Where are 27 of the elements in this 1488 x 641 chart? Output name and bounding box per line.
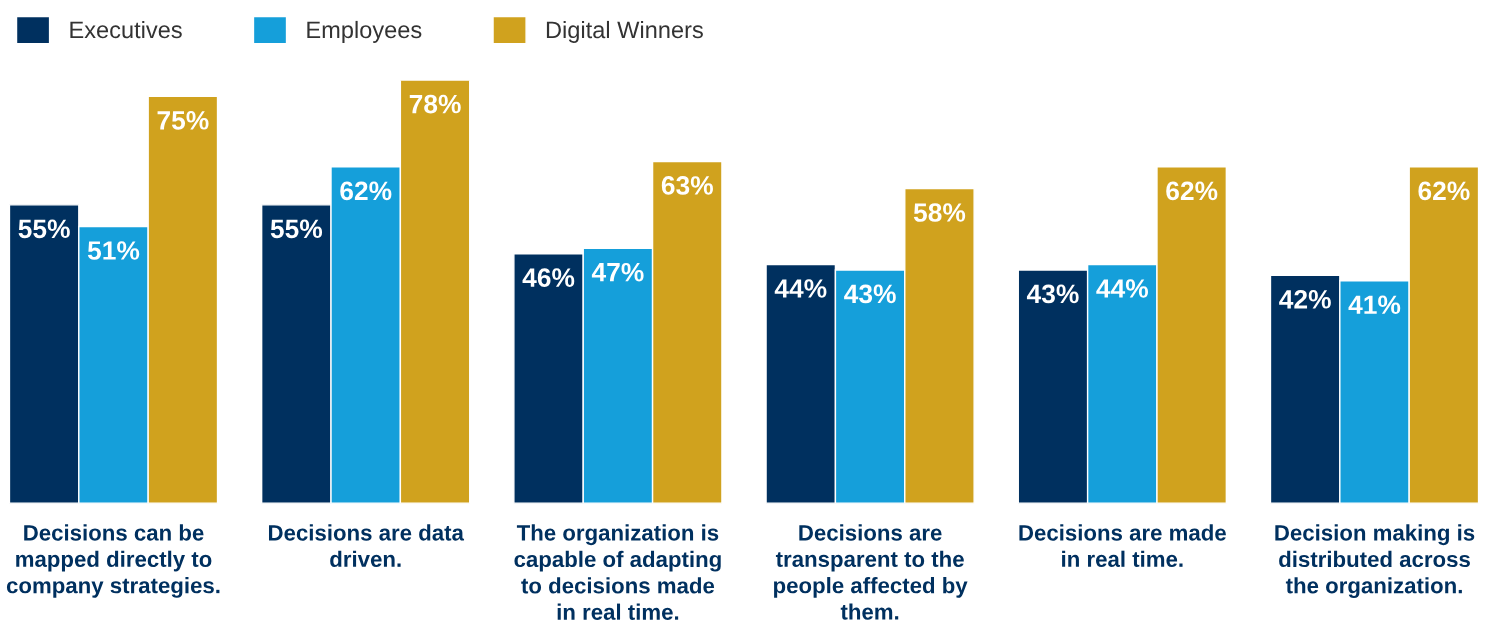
data-label: 78% bbox=[409, 94, 461, 114]
x-tick-label: Decisions are transparent to the people affected by them. bbox=[774, 524, 968, 620]
data-label: 44% bbox=[774, 279, 827, 298]
data-label: 51% bbox=[87, 241, 140, 260]
data-label: 44% bbox=[1096, 279, 1149, 298]
legend-label: Digital Winners bbox=[546, 20, 703, 43]
data-label: 47% bbox=[591, 262, 644, 282]
x-tick-label: Decisions can be mapped directly to company strategies. bbox=[6, 524, 220, 598]
x-tick-label: Decisions are made in real time. bbox=[1019, 524, 1226, 568]
data-label: 43% bbox=[1026, 284, 1079, 304]
legend-label: Employees bbox=[307, 20, 422, 43]
data-label: 75% bbox=[157, 111, 209, 130]
data-label: 62% bbox=[1418, 181, 1470, 201]
data-label: 58% bbox=[913, 203, 966, 222]
x-tick-label: Decision making is distributed across the organization. bbox=[1275, 524, 1475, 598]
x-tick-label: Decisions are data driven. bbox=[269, 524, 465, 568]
data-label: 62% bbox=[1166, 181, 1218, 201]
legend-label: Executives bbox=[70, 20, 182, 39]
data-label: 43% bbox=[844, 284, 896, 304]
data-label: 55% bbox=[18, 219, 70, 239]
data-label: 63% bbox=[661, 176, 713, 195]
data-label: 62% bbox=[340, 181, 392, 201]
x-tick-label: The organization is capable of adapting to decisions made in real time. bbox=[514, 524, 721, 620]
data-label: 42% bbox=[1279, 289, 1331, 309]
data-label: 46% bbox=[522, 268, 575, 287]
data-label: 41% bbox=[1348, 295, 1401, 315]
data-label: 55% bbox=[270, 219, 323, 239]
